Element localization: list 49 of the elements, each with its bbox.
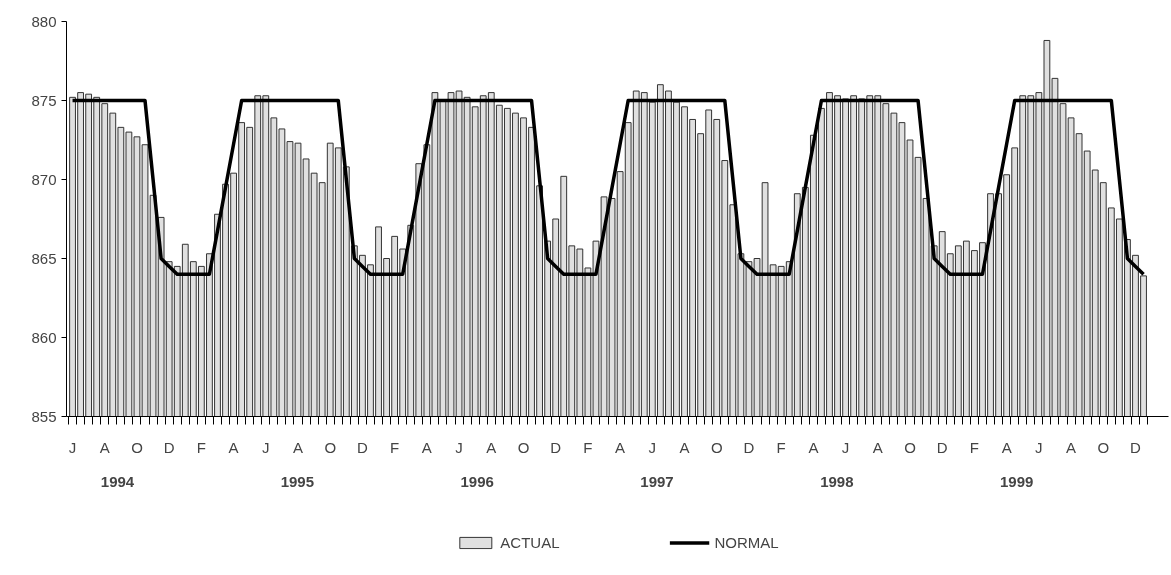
text: 1999 bbox=[1000, 472, 1034, 490]
x-tick-label: O bbox=[324, 438, 337, 456]
x-tick-label: A bbox=[808, 438, 819, 456]
x-tick-label: A bbox=[1066, 438, 1077, 456]
x-tick-label: J bbox=[841, 438, 850, 456]
x-tick-label: O bbox=[1097, 438, 1110, 456]
y-tick-label: 875 bbox=[31, 91, 57, 109]
x-tick-label: A bbox=[486, 438, 497, 456]
x-tick-label: D bbox=[163, 438, 175, 456]
y-tick-label: 860 bbox=[31, 328, 57, 346]
x-tick-label: D bbox=[1130, 438, 1142, 456]
y-tick-label: 880 bbox=[31, 12, 57, 30]
x-tick-label: F bbox=[583, 438, 593, 456]
legend-label: ACTUAL bbox=[500, 533, 560, 551]
x-tick-label: F bbox=[776, 438, 786, 456]
x-tick-label: D bbox=[743, 438, 755, 456]
text: 1995 bbox=[280, 472, 315, 490]
x-tick-label: O bbox=[517, 438, 530, 456]
x-tick-label: J bbox=[68, 438, 77, 456]
x-tick-label: A bbox=[293, 438, 304, 456]
line-series bbox=[70, 98, 1146, 277]
x-tick-label: D bbox=[550, 438, 562, 456]
x-tick-label: O bbox=[904, 438, 916, 456]
x-tick-label: A bbox=[679, 438, 690, 456]
y-tick-label: 855 bbox=[31, 407, 57, 425]
x-tick-label: A bbox=[872, 438, 883, 456]
x-tick-label: O bbox=[131, 438, 143, 456]
x-tick-label: A bbox=[228, 438, 239, 456]
text: 1996 bbox=[460, 472, 494, 490]
x-tick-label: A bbox=[421, 438, 432, 456]
x-tick-label: F bbox=[196, 438, 206, 456]
x-tick-label: J bbox=[648, 438, 657, 456]
text: 1997 bbox=[640, 472, 674, 490]
x-tick-label: D bbox=[936, 438, 948, 456]
text: 1994 bbox=[100, 472, 135, 490]
x-tick-label: A bbox=[615, 438, 626, 456]
x-tick-label: A bbox=[1001, 438, 1012, 456]
x-tick-label: A bbox=[99, 438, 110, 456]
y-tick-label: 865 bbox=[31, 249, 57, 267]
x-tick-label: D bbox=[357, 438, 369, 456]
x-tick-label: J bbox=[1035, 438, 1043, 456]
text: 1998 bbox=[820, 472, 854, 490]
legend-label: NORMAL bbox=[714, 533, 779, 551]
x-tick-label: F bbox=[390, 438, 400, 456]
x-tick-label: J bbox=[262, 438, 270, 456]
x-tick-label: J bbox=[455, 438, 463, 456]
y-tick-label: 870 bbox=[31, 170, 57, 188]
x-tick-label: O bbox=[710, 438, 723, 456]
x-tick-label: F bbox=[969, 438, 980, 456]
